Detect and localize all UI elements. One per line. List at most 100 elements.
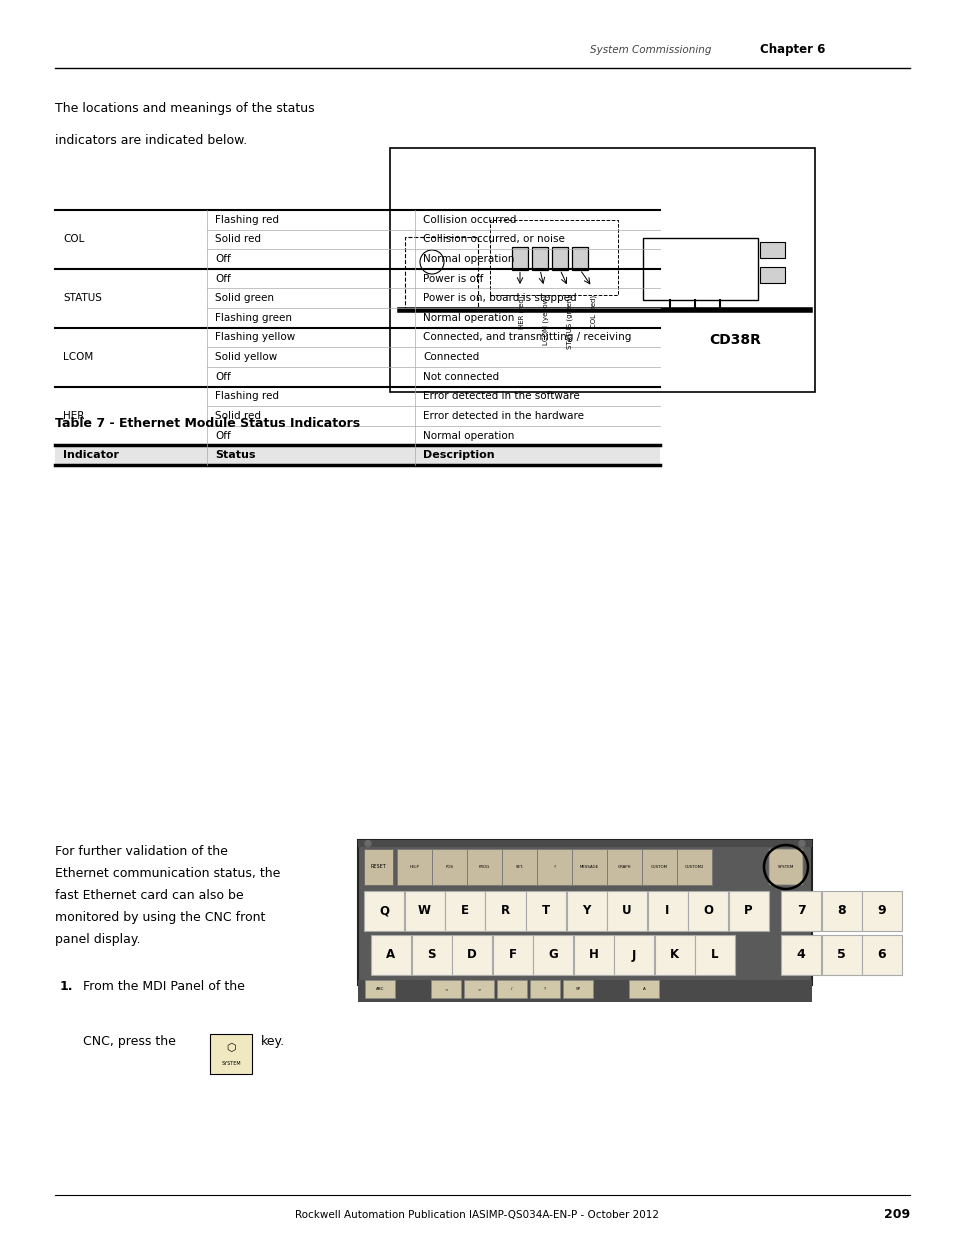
Text: MESSAGE: MESSAGE bbox=[579, 864, 598, 869]
Text: Collision occurred: Collision occurred bbox=[422, 215, 516, 225]
Text: Not connected: Not connected bbox=[422, 372, 498, 382]
Text: COL (red): COL (red) bbox=[590, 295, 597, 329]
Text: 8: 8 bbox=[837, 904, 845, 918]
FancyBboxPatch shape bbox=[606, 890, 646, 931]
Text: Off: Off bbox=[214, 372, 231, 382]
Bar bbox=[463, 981, 494, 998]
Bar bbox=[365, 981, 395, 998]
Bar bbox=[760, 242, 784, 258]
Bar bbox=[390, 148, 814, 391]
Text: D: D bbox=[467, 948, 476, 962]
FancyBboxPatch shape bbox=[404, 890, 444, 931]
Text: monitored by using the CNC front: monitored by using the CNC front bbox=[55, 911, 265, 924]
Text: HELP: HELP bbox=[409, 864, 419, 869]
Text: Connected, and transmitting / receiving: Connected, and transmitting / receiving bbox=[422, 332, 631, 342]
Text: Chapter 6: Chapter 6 bbox=[760, 43, 824, 57]
FancyBboxPatch shape bbox=[525, 890, 565, 931]
Text: Flashing red: Flashing red bbox=[214, 391, 278, 401]
FancyBboxPatch shape bbox=[614, 935, 654, 974]
Text: RESET: RESET bbox=[370, 864, 386, 869]
FancyBboxPatch shape bbox=[677, 848, 711, 885]
FancyBboxPatch shape bbox=[606, 848, 641, 885]
Text: From the MDI Panel of the: From the MDI Panel of the bbox=[83, 981, 245, 993]
Text: Ethernet communication status, the: Ethernet communication status, the bbox=[55, 867, 280, 881]
Text: Flashing yellow: Flashing yellow bbox=[214, 332, 294, 342]
Text: P: P bbox=[743, 904, 752, 918]
Text: panel display.: panel display. bbox=[55, 932, 140, 946]
Text: PROG: PROG bbox=[478, 864, 490, 869]
Text: ⬡: ⬡ bbox=[226, 1044, 235, 1053]
Text: <: < bbox=[444, 987, 447, 990]
Text: 5: 5 bbox=[836, 948, 845, 962]
Text: Status: Status bbox=[214, 451, 255, 461]
Text: Off: Off bbox=[214, 431, 231, 441]
Text: STATUS (green): STATUS (green) bbox=[566, 295, 573, 350]
Text: 1.: 1. bbox=[60, 981, 73, 993]
FancyBboxPatch shape bbox=[572, 848, 606, 885]
Text: COL: COL bbox=[63, 235, 84, 245]
Text: L: L bbox=[711, 948, 718, 962]
Bar bbox=[760, 267, 784, 283]
FancyBboxPatch shape bbox=[862, 890, 901, 931]
Text: ?: ? bbox=[553, 864, 555, 869]
FancyBboxPatch shape bbox=[396, 848, 432, 885]
FancyBboxPatch shape bbox=[768, 848, 802, 885]
FancyBboxPatch shape bbox=[654, 935, 694, 974]
Text: Flashing green: Flashing green bbox=[214, 312, 292, 322]
Text: A: A bbox=[386, 948, 395, 962]
Text: 4: 4 bbox=[796, 948, 804, 962]
Text: SP: SP bbox=[575, 987, 580, 990]
Bar bbox=[431, 981, 460, 998]
Text: Y: Y bbox=[581, 904, 590, 918]
Text: K: K bbox=[669, 948, 679, 962]
Bar bbox=[55, 446, 659, 466]
Text: >: > bbox=[476, 987, 480, 990]
Text: G: G bbox=[548, 948, 558, 962]
FancyBboxPatch shape bbox=[533, 935, 573, 974]
Text: Error detected in the hardware: Error detected in the hardware bbox=[422, 411, 583, 421]
Text: Solid yellow: Solid yellow bbox=[214, 352, 277, 362]
FancyBboxPatch shape bbox=[781, 935, 821, 974]
FancyBboxPatch shape bbox=[862, 935, 901, 974]
Text: Collision occurred, or noise: Collision occurred, or noise bbox=[422, 235, 564, 245]
Text: LCOM (yellow): LCOM (yellow) bbox=[542, 295, 549, 345]
Text: Q: Q bbox=[378, 904, 389, 918]
Text: GRAPH: GRAPH bbox=[618, 864, 631, 869]
Circle shape bbox=[799, 841, 804, 846]
FancyBboxPatch shape bbox=[821, 890, 861, 931]
FancyBboxPatch shape bbox=[210, 1034, 252, 1074]
FancyBboxPatch shape bbox=[695, 935, 734, 974]
Text: HER (red): HER (red) bbox=[518, 295, 525, 329]
Text: Description: Description bbox=[422, 451, 494, 461]
Text: For further validation of the: For further validation of the bbox=[55, 845, 228, 858]
Text: HER: HER bbox=[63, 411, 84, 421]
Text: Indicator: Indicator bbox=[63, 451, 119, 461]
Text: Error detected in the software: Error detected in the software bbox=[422, 391, 579, 401]
Text: Rockwell Automation Publication IASIMP-QS034A-EN-P - October 2012: Rockwell Automation Publication IASIMP-Q… bbox=[294, 1210, 659, 1220]
FancyBboxPatch shape bbox=[452, 935, 492, 974]
Text: 7: 7 bbox=[796, 904, 804, 918]
Text: Flashing red: Flashing red bbox=[214, 215, 278, 225]
Text: fast Ethernet card can also be: fast Ethernet card can also be bbox=[55, 889, 243, 902]
FancyBboxPatch shape bbox=[537, 848, 572, 885]
Text: Normal operation: Normal operation bbox=[422, 312, 514, 322]
FancyBboxPatch shape bbox=[492, 935, 532, 974]
Text: Off: Off bbox=[214, 274, 231, 284]
Text: H: H bbox=[588, 948, 598, 962]
FancyBboxPatch shape bbox=[432, 848, 467, 885]
Text: Off: Off bbox=[214, 254, 231, 264]
Text: F: F bbox=[508, 948, 516, 962]
FancyBboxPatch shape bbox=[485, 890, 525, 931]
Text: System Commissioning: System Commissioning bbox=[589, 44, 711, 56]
Text: CUSTOM: CUSTOM bbox=[650, 864, 667, 869]
Text: CUSTOM2: CUSTOM2 bbox=[684, 864, 703, 869]
Text: Solid green: Solid green bbox=[214, 293, 274, 304]
Text: ?: ? bbox=[543, 987, 545, 990]
Text: W: W bbox=[417, 904, 431, 918]
Bar bbox=[530, 981, 559, 998]
FancyBboxPatch shape bbox=[501, 848, 537, 885]
Bar bbox=[490, 220, 618, 295]
Text: CD38R: CD38R bbox=[708, 333, 760, 347]
Bar bbox=[572, 247, 587, 269]
Text: U: U bbox=[621, 904, 631, 918]
